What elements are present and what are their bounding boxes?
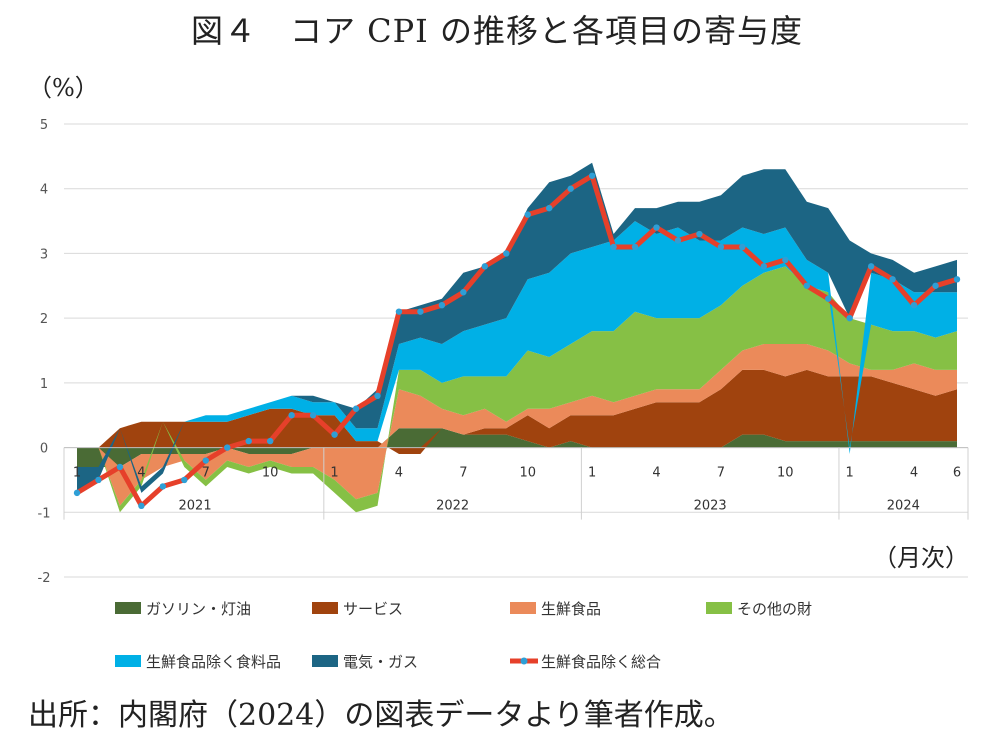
core-line-point xyxy=(889,276,896,283)
core-line-point xyxy=(631,243,639,251)
core-line-point xyxy=(309,412,317,419)
core-line-point xyxy=(395,308,403,315)
x-tick-label: 4 xyxy=(652,466,660,481)
area-fresh_food xyxy=(77,344,957,506)
core-line-point xyxy=(739,243,746,251)
core-line-point xyxy=(481,263,489,270)
core-line-point xyxy=(460,289,467,296)
core-line-point xyxy=(73,489,81,497)
core-line-point xyxy=(95,476,102,484)
core-line-point xyxy=(696,230,703,238)
x-tick-label: 6 xyxy=(953,466,961,481)
core-line-point xyxy=(953,276,961,283)
core-line-point xyxy=(760,263,768,270)
legend-marker-core-line xyxy=(520,657,528,665)
source-note: 出所：内閣府（2024）の図表データより筆者作成。 xyxy=(28,698,734,733)
legend-swatch-other_goods xyxy=(706,602,732,614)
legend-swatch-gasoline xyxy=(115,602,141,614)
year-label: 2024 xyxy=(887,499,920,514)
y-tick-label: 5 xyxy=(40,118,48,133)
core-line-point xyxy=(181,476,188,484)
y-tick-label: 4 xyxy=(40,183,48,198)
x-tick-label: 7 xyxy=(459,466,467,481)
core-line-point xyxy=(224,444,231,451)
y-tick-label: -2 xyxy=(38,571,51,586)
core-line-point xyxy=(567,185,574,192)
x-tick-label: 7 xyxy=(202,466,210,481)
x-tick-label: 4 xyxy=(395,466,403,481)
x-axis xyxy=(63,447,969,520)
core-line-point xyxy=(717,243,725,251)
x-tick-label: 10 xyxy=(777,466,794,481)
core-line-point xyxy=(331,431,338,438)
core-line-point xyxy=(674,237,682,244)
legend-swatch-fresh_food xyxy=(510,602,536,614)
core-line-point xyxy=(524,211,531,218)
legend-label-other_goods: その他の財 xyxy=(737,600,812,618)
legend-label-electricity_gas: 電気・ガス xyxy=(343,653,418,671)
year-label: 2022 xyxy=(436,499,469,514)
y-tick-label: 1 xyxy=(40,377,48,392)
area-food_excl_fresh xyxy=(77,221,957,454)
year-label: 2021 xyxy=(179,499,212,514)
core-line-point xyxy=(138,502,145,510)
core-line-point xyxy=(588,172,596,179)
core-line-point xyxy=(288,412,295,419)
y-tick-label: 3 xyxy=(40,247,48,262)
legend-label-gasoline: ガソリン・灯油 xyxy=(146,600,251,618)
core-line-point xyxy=(910,302,918,309)
core-line-point xyxy=(202,457,209,464)
core-line-point xyxy=(846,314,853,322)
y-axis-unit: （%） xyxy=(28,74,99,102)
legend-label-core-line: 生鮮食品除く総合 xyxy=(541,653,661,671)
legend-swatch-food_excl_fresh xyxy=(115,655,141,667)
area-other_goods xyxy=(77,266,957,513)
x-tick-label: 4 xyxy=(137,466,145,481)
y-tick-label: -1 xyxy=(38,506,51,521)
core-line-point xyxy=(653,224,660,231)
x-axis-unit: （月次） xyxy=(873,544,969,572)
core-line-point xyxy=(867,263,875,270)
x-tick-label: 4 xyxy=(910,466,918,481)
x-tick-label: 10 xyxy=(262,466,279,481)
core-line-point xyxy=(932,282,939,289)
legend-swatch-electricity_gas xyxy=(312,655,338,667)
core-line-point xyxy=(610,243,617,251)
core-line-point xyxy=(545,204,553,212)
year-label: 2023 xyxy=(694,499,727,514)
x-tick-label: 1 xyxy=(330,466,338,481)
core-line-point xyxy=(438,302,446,309)
core-line-point xyxy=(159,483,167,490)
y-tick-labels: -2 -1 0 1 2 3 4 5 xyxy=(38,118,51,586)
core-line-point xyxy=(116,463,124,471)
core-line-point xyxy=(503,250,510,257)
core-line-point xyxy=(825,295,832,302)
legend-swatch-service xyxy=(312,602,338,614)
core-line-point xyxy=(803,282,810,289)
core-line-point xyxy=(245,437,252,445)
core-line-path xyxy=(75,173,958,509)
y-tick-label: 2 xyxy=(40,312,48,327)
core-line-point xyxy=(374,392,381,399)
core-line-point xyxy=(266,437,274,445)
core-line-point xyxy=(417,308,424,315)
x-tick-label: 7 xyxy=(717,466,725,481)
legend-label-fresh_food: 生鮮食品 xyxy=(541,600,601,618)
stacked-area-chart: -2 -1 0 1 2 3 4 5 1 4 7 10 1 4 7 10 1 4 7 10 1 4 6 2021 2022 202… xyxy=(38,118,969,671)
core-cpi-line xyxy=(73,172,961,510)
x-tick-label: 1 xyxy=(588,466,596,481)
area-service xyxy=(77,369,957,454)
core-line-point xyxy=(352,405,360,412)
x-tick-labels: 1 4 7 10 1 4 7 10 1 4 7 10 1 4 6 2021 2022 2023 2024 xyxy=(73,466,961,514)
legend-label-food_excl_fresh: 生鮮食品除く食料品 xyxy=(146,653,281,671)
y-tick-label: 0 xyxy=(40,442,48,457)
stacked-areas xyxy=(77,162,957,513)
legend-label-service: サービス xyxy=(343,600,403,618)
x-tick-label: 1 xyxy=(73,466,81,481)
x-tick-label: 10 xyxy=(519,466,536,481)
core-line-point xyxy=(782,256,789,264)
x-tick-label: 1 xyxy=(846,466,854,481)
page-title: 図４ コア CPI の推移と各項目の寄与度 xyxy=(190,12,803,50)
